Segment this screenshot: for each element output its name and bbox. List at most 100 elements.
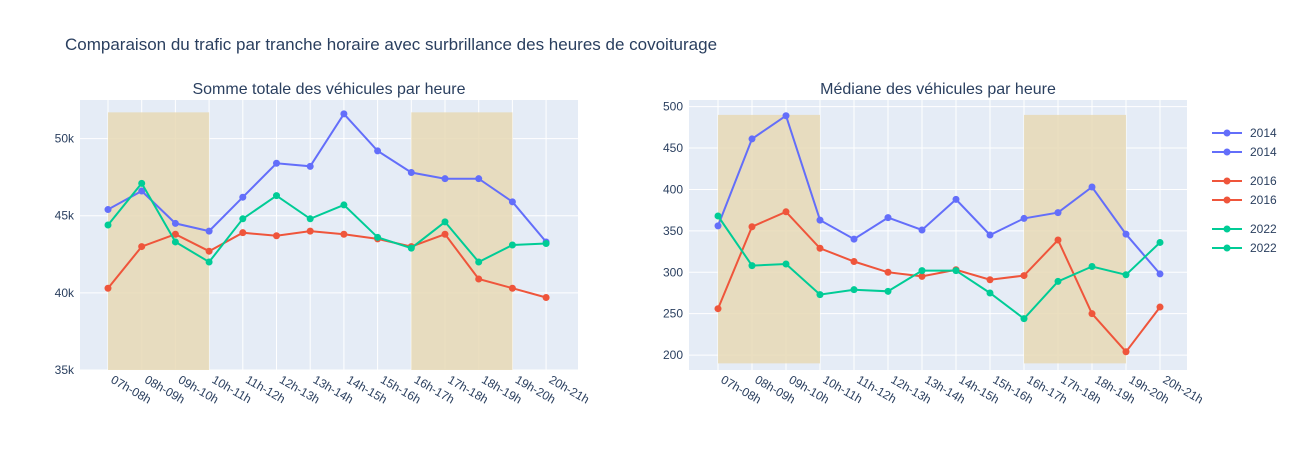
data-point-2022 — [918, 267, 926, 275]
data-point-2016 — [508, 284, 516, 292]
legend: 2014 2014 2016 2016 2022 2022 — [1212, 126, 1277, 255]
series-line-2022 — [717, 215, 1161, 321]
data-point-2014 — [340, 110, 348, 118]
data-point-2014 — [104, 206, 112, 214]
data-point-2016 — [884, 268, 892, 276]
data-point-2016 — [441, 230, 449, 238]
data-point-2016 — [986, 276, 994, 284]
data-point-2022 — [1054, 277, 1062, 285]
legend-label: 2014 — [1250, 126, 1277, 140]
y-tick-label: 500 — [663, 100, 683, 114]
legend-label: 2016 — [1250, 174, 1277, 188]
legend-marker-swatch — [1223, 148, 1231, 156]
data-point-2016 — [918, 272, 926, 280]
data-point-2016 — [273, 232, 280, 240]
subplot-title: Somme totale des véhicules par heure — [192, 81, 465, 98]
data-point-2014 — [508, 198, 516, 206]
data-point-2022 — [714, 212, 722, 220]
data-point-2022 — [782, 260, 790, 268]
y-tick-label: 200 — [663, 348, 683, 362]
data-point-2016 — [748, 223, 756, 231]
y-tick-label: 300 — [663, 265, 683, 279]
data-point-2014 — [1122, 230, 1130, 238]
y-tick-label: 40k — [55, 286, 75, 300]
data-point-2016 — [239, 229, 247, 237]
data-point-2022 — [884, 287, 892, 295]
data-point-2016 — [104, 284, 112, 292]
data-point-2022 — [374, 233, 382, 241]
data-point-2014 — [138, 187, 146, 195]
data-point-2022 — [1156, 238, 1164, 246]
subplot-1: 35k40k45k50k07h-08h08h-09h09h-10h10h-11h… — [55, 81, 592, 407]
y-tick-label: 450 — [663, 141, 683, 155]
data-point-2016 — [542, 293, 550, 301]
data-point-2022 — [441, 218, 449, 226]
data-point-2014 — [306, 162, 314, 170]
data-point-2014 — [918, 226, 926, 234]
legend-label: 2022 — [1250, 241, 1277, 255]
data-point-2016 — [1020, 272, 1028, 280]
y-tick-label: 50k — [55, 132, 75, 146]
data-point-2016 — [1054, 236, 1062, 244]
data-point-2022 — [273, 192, 280, 200]
legend-item: 2014 — [1212, 145, 1277, 159]
data-point-2022 — [986, 289, 994, 297]
data-point-2016 — [138, 243, 146, 251]
legend-item: 2022 — [1212, 222, 1277, 236]
data-point-2016 — [816, 244, 824, 252]
data-point-2014 — [884, 214, 892, 222]
legend-label: 2014 — [1250, 145, 1277, 159]
data-point-2022 — [104, 221, 112, 229]
data-point-2022 — [952, 267, 960, 275]
y-tick-label: 350 — [663, 224, 683, 238]
data-point-2014 — [171, 219, 179, 227]
data-point-2014 — [205, 227, 213, 235]
data-point-2022 — [171, 238, 179, 246]
data-point-2014 — [748, 135, 756, 143]
series-line-2022 — [107, 181, 547, 264]
data-point-2022 — [1122, 271, 1130, 279]
legend-marker-swatch — [1223, 177, 1231, 185]
data-point-2014 — [1156, 270, 1164, 278]
data-point-2022 — [138, 179, 146, 187]
data-point-2022 — [239, 215, 247, 223]
data-point-2014 — [714, 222, 722, 230]
subplot-2: 20025030035040045050007h-08h08h-09h09h-1… — [663, 81, 1206, 407]
data-point-2022 — [407, 244, 415, 252]
legend-marker-swatch — [1223, 129, 1231, 137]
data-point-2016 — [306, 227, 314, 235]
data-point-2014 — [1020, 214, 1028, 222]
subplot-title: Médiane des véhicules par heure — [820, 81, 1056, 98]
data-point-2014 — [952, 195, 960, 203]
data-point-2016 — [171, 230, 179, 238]
data-point-2022 — [1088, 262, 1096, 270]
data-point-2016 — [782, 208, 790, 216]
data-point-2016 — [1156, 303, 1164, 311]
data-point-2014 — [850, 235, 858, 243]
y-tick-label: 400 — [663, 182, 683, 196]
data-point-2022 — [748, 262, 756, 270]
data-point-2014 — [986, 231, 994, 239]
data-point-2016 — [850, 258, 858, 266]
y-tick-label: 45k — [55, 209, 75, 223]
legend-item: 2016 — [1212, 193, 1277, 207]
data-point-2014 — [816, 216, 824, 224]
legend-label: 2016 — [1250, 193, 1277, 207]
data-point-2014 — [1054, 209, 1062, 217]
data-point-2014 — [475, 175, 483, 183]
data-point-2022 — [205, 258, 213, 266]
data-point-2022 — [1020, 315, 1028, 323]
legend-label: 2022 — [1250, 222, 1277, 236]
data-point-2014 — [374, 147, 382, 155]
data-point-2014 — [239, 193, 247, 201]
data-point-2014 — [441, 175, 449, 183]
chart-main-title: Comparaison du trafic par tranche horair… — [65, 35, 717, 54]
data-point-2016 — [1088, 310, 1096, 318]
y-tick-label: 250 — [663, 307, 683, 321]
data-point-2016 — [1122, 348, 1130, 356]
data-point-2022 — [850, 286, 858, 294]
data-point-2016 — [475, 275, 483, 283]
data-point-2014 — [273, 159, 280, 167]
